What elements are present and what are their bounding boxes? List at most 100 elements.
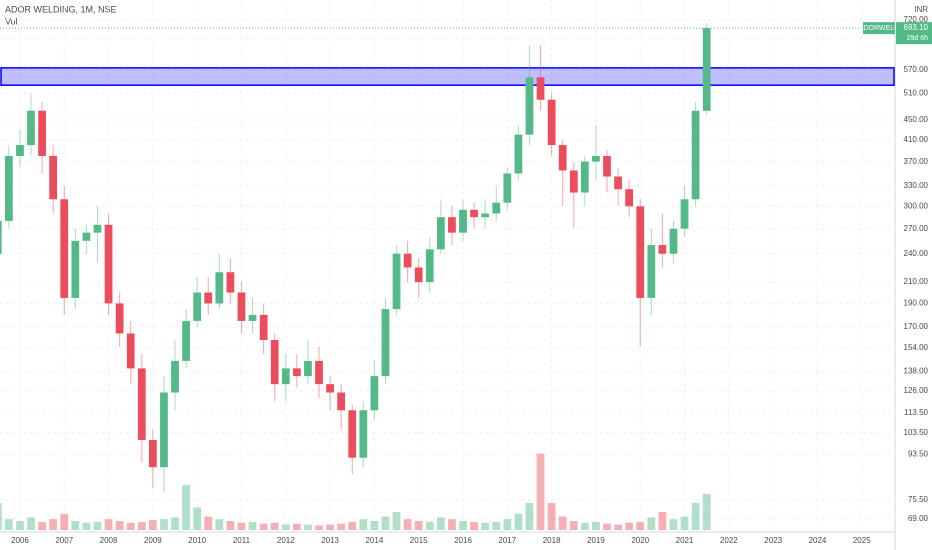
volume-bar: [137, 521, 146, 530]
candle-body: [702, 28, 711, 111]
candle-body: [0, 220, 2, 254]
candle-body: [636, 206, 645, 298]
volume-bar: [71, 521, 80, 530]
volume-bar: [625, 522, 634, 530]
candle-body: [647, 245, 656, 298]
candle-body: [237, 292, 246, 321]
candle-body: [425, 249, 434, 283]
y-tick-label: 126.00: [904, 386, 929, 395]
volume-bar: [337, 523, 346, 530]
symbol-label: ADORWELD: [859, 25, 899, 32]
candle-body: [569, 170, 578, 193]
volume-bar: [171, 517, 179, 530]
candle-body: [115, 303, 124, 334]
zone: [0, 67, 895, 86]
candle-body: [304, 360, 312, 377]
x-tick-label: 2015: [410, 536, 428, 545]
volume-bar: [292, 523, 301, 530]
volume-bar: [215, 519, 224, 530]
x-tick-label: 2012: [277, 536, 295, 545]
volume-bar: [436, 517, 445, 530]
candle-body: [16, 145, 24, 156]
x-tick-label: 2022: [720, 536, 738, 545]
y-tick-label: 370.00: [904, 157, 929, 166]
candle-body: [348, 410, 357, 458]
candle-body: [392, 253, 401, 310]
candle-body: [337, 392, 346, 411]
candle-body: [603, 155, 611, 177]
y-tick-label: 113.50: [904, 408, 928, 417]
y-tick-label: 410.00: [904, 135, 929, 144]
volume-bar: [27, 517, 35, 530]
x-tick-label: 2009: [144, 536, 162, 545]
volume-bar: [702, 494, 711, 530]
volume-bar: [160, 519, 168, 530]
candle-body: [215, 272, 224, 304]
y-tick-label: 720.00: [904, 15, 929, 24]
candle-body: [82, 232, 91, 241]
volume-bar: [259, 523, 268, 530]
candle-body: [193, 292, 202, 321]
candle-body: [171, 360, 179, 393]
candle-body: [580, 161, 589, 193]
candle-body: [492, 202, 501, 214]
y-tick-label: 93.50: [908, 449, 929, 458]
y-tick-label: 138.00: [904, 367, 929, 376]
volume-bar: [148, 520, 157, 530]
volume-bar: [226, 521, 235, 530]
volume-bar: [281, 524, 290, 530]
volume-bar: [614, 524, 622, 530]
volume-bar: [492, 521, 501, 530]
x-tick-label: 2010: [188, 536, 206, 545]
volume-bar: [348, 521, 357, 530]
volume-bar: [569, 521, 578, 530]
x-tick-label: 2018: [543, 536, 561, 545]
volume-bar: [38, 521, 46, 530]
volume-bar: [691, 503, 700, 530]
volume-bar: [237, 522, 246, 530]
y-tick-label: 69.00: [908, 514, 929, 523]
candle-body: [148, 439, 157, 468]
volume-bar: [49, 519, 58, 530]
candle-body: [370, 376, 379, 411]
candle-body: [137, 368, 146, 440]
candle-body: [470, 209, 478, 218]
currency: INR: [914, 5, 928, 14]
volume-bar: [525, 503, 534, 530]
candle-body: [592, 155, 600, 162]
countdown: 29d 6h: [907, 35, 929, 42]
volume-bar: [204, 516, 213, 530]
volume-bar: [4, 519, 13, 530]
candle-body: [536, 77, 545, 100]
candle-body: [414, 267, 423, 283]
candle-body: [503, 173, 512, 203]
volume-bar: [370, 521, 379, 530]
x-tick-label: 2006: [11, 536, 29, 545]
y-tick-label: 154.00: [904, 343, 929, 352]
candle-body: [259, 314, 268, 340]
y-tick-label: 240.00: [904, 249, 929, 258]
volume-bar: [647, 517, 656, 530]
candle-body: [160, 392, 168, 468]
volume-bar: [558, 516, 567, 530]
candle-body: [27, 110, 35, 146]
price-tag: [896, 22, 932, 45]
volume-bar: [0, 503, 2, 530]
candle-body: [547, 99, 556, 146]
volume-bar: [514, 513, 523, 530]
x-tick-label: 2024: [809, 536, 827, 545]
x-tick-label: 2017: [498, 536, 516, 545]
y-tick-label: 190.00: [904, 299, 929, 308]
volume-bar: [126, 522, 135, 530]
candle-body: [71, 240, 80, 298]
x-tick-label: 2011: [233, 536, 251, 545]
candle-body: [691, 110, 700, 200]
volume-bar: [193, 507, 202, 530]
candle-body: [104, 224, 113, 304]
volume-bar: [592, 521, 600, 530]
candle-body: [448, 217, 456, 233]
x-tick-label: 2008: [100, 536, 118, 545]
y-tick-label: 75.50: [908, 495, 929, 504]
candle-body: [60, 199, 69, 298]
candle-body: [4, 155, 13, 221]
